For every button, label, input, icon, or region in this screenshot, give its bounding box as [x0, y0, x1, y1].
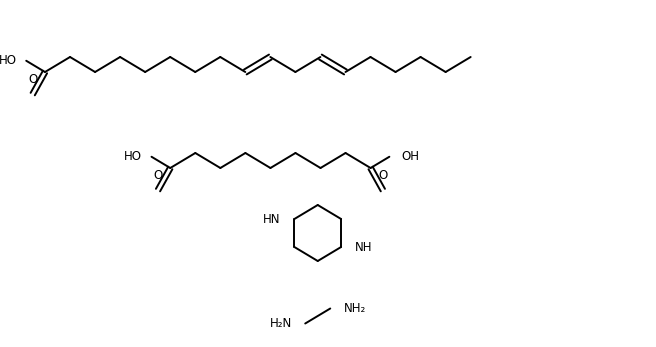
Text: O: O: [154, 169, 163, 182]
Text: HO: HO: [0, 54, 16, 67]
Text: HO: HO: [124, 150, 142, 163]
Text: O: O: [28, 73, 37, 86]
Text: HN: HN: [263, 212, 281, 226]
Text: H₂N: H₂N: [270, 317, 292, 330]
Text: O: O: [379, 169, 388, 182]
Text: NH: NH: [355, 240, 372, 254]
Text: NH₂: NH₂: [344, 302, 366, 315]
Text: OH: OH: [401, 150, 419, 163]
